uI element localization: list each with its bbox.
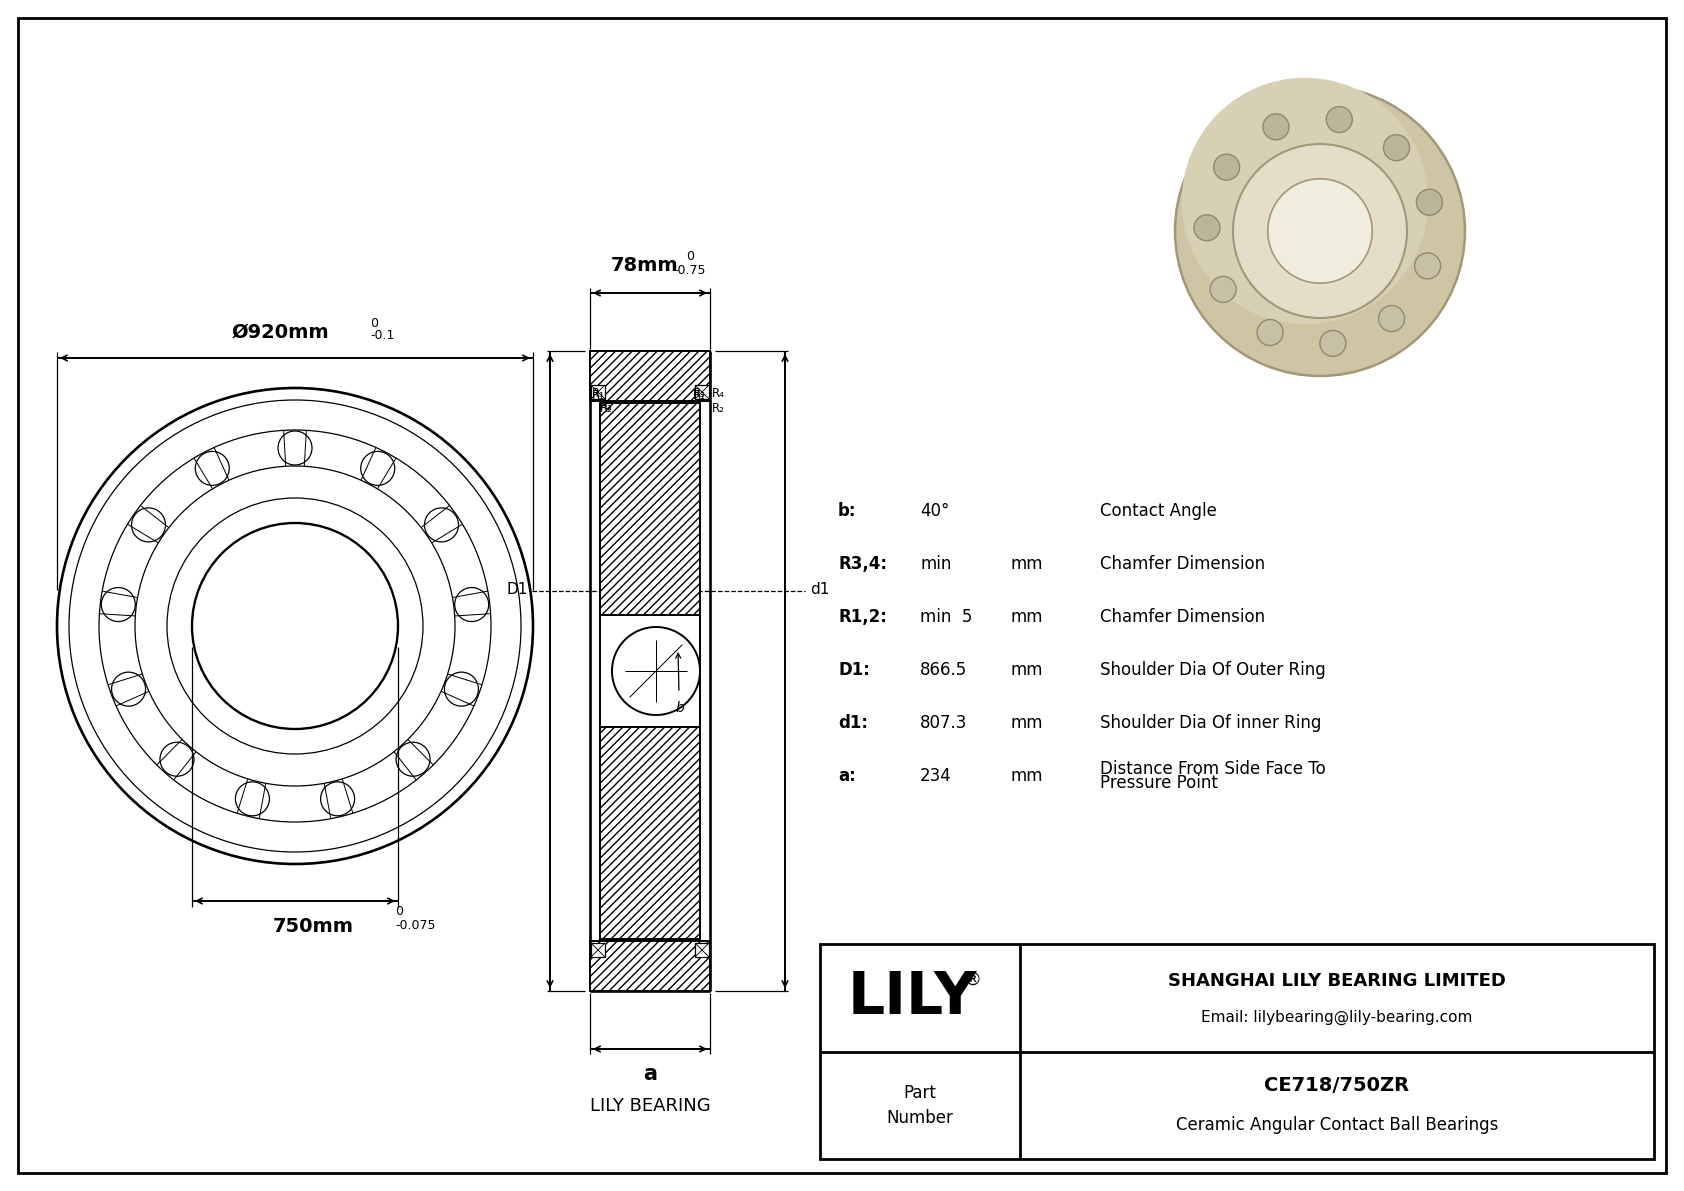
Text: mm: mm: [1010, 713, 1042, 732]
Text: Email: lilybearing@lily-bearing.com: Email: lilybearing@lily-bearing.com: [1201, 1010, 1474, 1024]
Text: D1:: D1:: [839, 661, 871, 679]
Circle shape: [1327, 106, 1352, 132]
Text: Shoulder Dia Of inner Ring: Shoulder Dia Of inner Ring: [1100, 713, 1322, 732]
Text: ®: ®: [963, 971, 982, 989]
Text: -0.75: -0.75: [674, 264, 706, 278]
Text: Chamfer Dimension: Chamfer Dimension: [1100, 555, 1265, 573]
Text: b: b: [675, 701, 685, 715]
Text: R₄: R₄: [712, 387, 724, 400]
Circle shape: [1175, 86, 1465, 376]
Text: 0: 0: [396, 905, 402, 918]
Polygon shape: [589, 941, 711, 991]
Polygon shape: [591, 385, 605, 399]
Circle shape: [1214, 154, 1239, 180]
Text: d1: d1: [810, 581, 830, 597]
Text: Ø920mm: Ø920mm: [231, 323, 328, 342]
Text: b:: b:: [839, 501, 857, 520]
Polygon shape: [589, 351, 711, 401]
Text: mm: mm: [1010, 555, 1042, 573]
Text: R₃: R₃: [694, 387, 706, 400]
Circle shape: [1415, 252, 1440, 279]
Text: mm: mm: [1010, 661, 1042, 679]
Polygon shape: [600, 403, 701, 615]
Text: CE718/750ZR: CE718/750ZR: [1265, 1077, 1410, 1096]
Text: 750mm: 750mm: [273, 917, 354, 936]
Circle shape: [1384, 135, 1410, 161]
Text: a:: a:: [839, 767, 855, 785]
Text: 0: 0: [685, 250, 694, 263]
Text: R₂: R₂: [712, 403, 724, 414]
Text: mm: mm: [1010, 607, 1042, 626]
Text: 40°: 40°: [919, 501, 950, 520]
Circle shape: [1182, 77, 1428, 324]
Text: 866.5: 866.5: [919, 661, 967, 679]
Text: R₂: R₂: [600, 400, 613, 413]
Text: LILY BEARING: LILY BEARING: [589, 1097, 711, 1115]
Text: d1:: d1:: [839, 713, 867, 732]
Text: R₁: R₁: [593, 387, 605, 400]
Polygon shape: [600, 727, 701, 939]
Text: min: min: [919, 555, 951, 573]
Circle shape: [1233, 144, 1408, 318]
Circle shape: [1379, 306, 1404, 331]
Polygon shape: [695, 943, 709, 958]
Text: Pressure Point: Pressure Point: [1100, 774, 1218, 792]
Text: R1,2:: R1,2:: [839, 607, 887, 626]
Text: 234: 234: [919, 767, 951, 785]
Text: Chamfer Dimension: Chamfer Dimension: [1100, 607, 1265, 626]
Text: 807.3: 807.3: [919, 713, 967, 732]
Text: min  5: min 5: [919, 607, 972, 626]
Circle shape: [1416, 189, 1443, 216]
Circle shape: [1211, 276, 1236, 303]
Text: Distance From Side Face To: Distance From Side Face To: [1100, 760, 1325, 778]
Circle shape: [1194, 214, 1219, 241]
Text: -0.075: -0.075: [396, 919, 436, 933]
Text: a: a: [643, 1064, 657, 1084]
Text: R₁: R₁: [694, 389, 706, 403]
Text: 78mm: 78mm: [611, 256, 679, 275]
Polygon shape: [695, 385, 709, 399]
Circle shape: [1320, 330, 1346, 356]
Text: mm: mm: [1010, 767, 1042, 785]
Circle shape: [1256, 319, 1283, 345]
Text: 0: 0: [370, 317, 377, 330]
Circle shape: [1268, 179, 1372, 283]
Text: R₂: R₂: [600, 403, 613, 414]
Text: Part
Number: Part Number: [886, 1084, 953, 1127]
Text: LILY: LILY: [847, 969, 977, 1027]
Text: SHANGHAI LILY BEARING LIMITED: SHANGHAI LILY BEARING LIMITED: [1169, 972, 1505, 990]
Text: -0.1: -0.1: [370, 329, 394, 342]
Circle shape: [1263, 114, 1288, 139]
Text: D1: D1: [507, 581, 529, 597]
Polygon shape: [591, 943, 605, 958]
Text: R3,4:: R3,4:: [839, 555, 887, 573]
Text: Ceramic Angular Contact Ball Bearings: Ceramic Angular Contact Ball Bearings: [1175, 1116, 1499, 1134]
Text: Shoulder Dia Of Outer Ring: Shoulder Dia Of Outer Ring: [1100, 661, 1325, 679]
Text: Contact Angle: Contact Angle: [1100, 501, 1218, 520]
Text: R₁: R₁: [593, 389, 605, 403]
